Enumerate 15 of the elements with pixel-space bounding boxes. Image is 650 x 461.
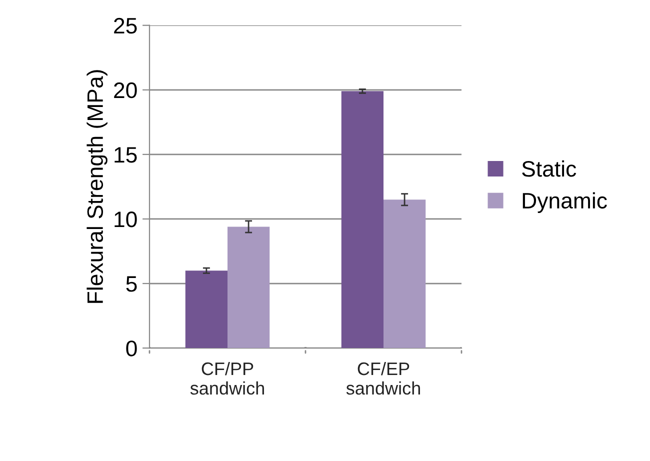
bar <box>341 91 384 348</box>
y-tick-label: 15 <box>114 147 137 163</box>
y-tick-label: 5 <box>126 276 137 292</box>
legend-label: Static <box>522 160 576 177</box>
y-tick-label: 25 <box>114 18 137 34</box>
legend-label: Dynamic <box>522 192 607 213</box>
x-tick-label: CF/PP sandwich <box>190 362 264 395</box>
y-tick-label: 0 <box>126 340 137 356</box>
y-tick-label: 10 <box>114 212 137 228</box>
bar <box>384 200 426 348</box>
bar <box>228 226 270 348</box>
x-tick-label: CF/EP sandwich <box>346 362 420 395</box>
bar <box>185 270 228 348</box>
y-axis-title: Flexural Strength (MPa) <box>86 70 108 303</box>
y-tick-label: 20 <box>114 82 137 98</box>
